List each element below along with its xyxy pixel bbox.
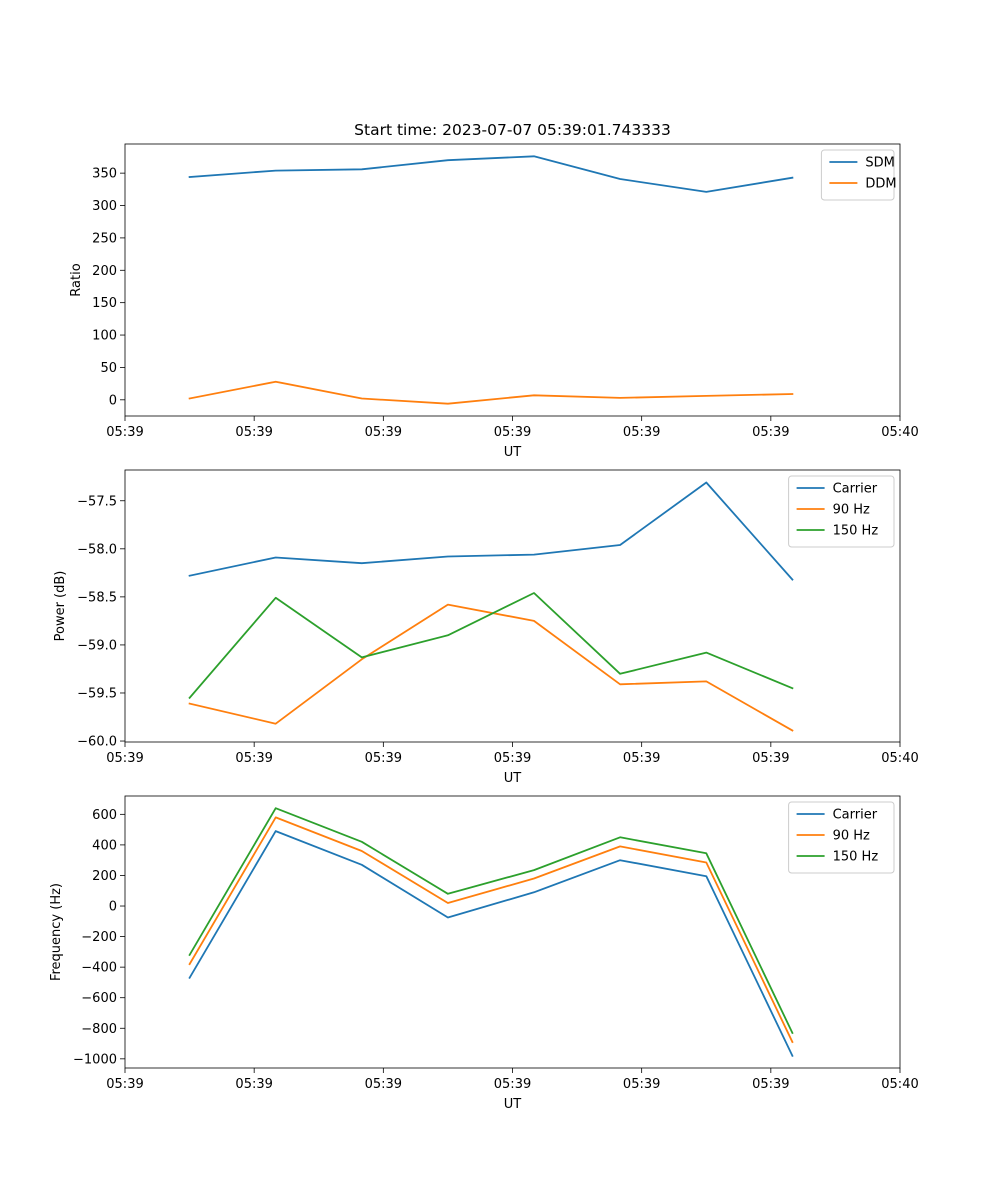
x-tick-label: 05:40	[881, 425, 918, 440]
x-tick-label: 05:39	[235, 425, 272, 440]
y-tick-label: 200	[92, 264, 117, 279]
y-axis-label: Frequency (Hz)	[49, 883, 64, 981]
plot-frame	[124, 143, 901, 417]
chart-panel-2: 05:39 05:39 05:39 05:39 05:39 05:39 05:40 −60.0…	[53, 469, 919, 786]
x-tick-label: 05:39	[752, 751, 789, 766]
x-tick-label: 05:39	[623, 425, 660, 440]
x-tick-label: 05:39	[623, 1077, 660, 1092]
legend-label-carrier: Carrier	[833, 482, 878, 497]
legend-label-carrier: Carrier	[833, 808, 878, 823]
y-tick-label: −59.5	[77, 686, 117, 701]
y-tick-label: −200	[81, 930, 117, 945]
y-tick-label: −58.5	[77, 590, 117, 605]
y-tick-label: 350	[92, 167, 117, 182]
y-tick-label: 250	[92, 231, 117, 246]
y-tick-label: −59.0	[77, 638, 117, 653]
x-tick-label: 05:39	[106, 425, 143, 440]
y-tick-label: −60.0	[77, 735, 117, 750]
x-axis-label: UT	[504, 771, 522, 786]
y-tick-label: 0	[109, 900, 117, 915]
series-line-sdm	[188, 155, 794, 193]
y-tick-label: −400	[81, 961, 117, 976]
y-axis-label: Power (dB)	[53, 571, 68, 642]
y-tick-label: 150	[92, 296, 117, 311]
series-line-ddm	[188, 380, 794, 405]
y-tick-label: 100	[92, 329, 117, 344]
chart-panel-1: Start time: 2023-07-07 05:39:01.74333305…	[69, 121, 919, 460]
legend-label-90-hz: 90 Hz	[833, 503, 870, 518]
y-tick-label: 400	[92, 838, 117, 853]
legend-label-ddm: DDM	[865, 177, 896, 192]
plot-frame	[124, 469, 901, 743]
x-tick-label: 05:39	[752, 1077, 789, 1092]
y-tick-label: 600	[92, 808, 117, 823]
y-tick-label: 50	[100, 361, 117, 376]
x-axis-label: UT	[504, 1097, 522, 1112]
y-tick-label: −58.0	[77, 542, 117, 557]
x-tick-label: 05:39	[106, 1077, 143, 1092]
y-tick-label: 300	[92, 199, 117, 214]
x-tick-label: 05:39	[752, 425, 789, 440]
series-line-150-hz	[188, 592, 794, 700]
legend-label-90-hz: 90 Hz	[833, 829, 870, 844]
series-line-150-hz	[188, 807, 794, 1035]
legend: SDM DDM	[820, 149, 897, 201]
x-tick-label: 05:39	[494, 751, 531, 766]
y-tick-label: 200	[92, 869, 117, 884]
x-tick-label: 05:39	[235, 751, 272, 766]
series-line-carrier	[188, 830, 794, 1058]
legend: Carrier 90 Hz 150 Hz	[788, 475, 895, 548]
y-tick-label: 0	[109, 393, 117, 408]
x-tick-label: 05:39	[623, 751, 660, 766]
legend-label-sdm: SDM	[865, 156, 894, 171]
y-tick-label: −600	[81, 991, 117, 1006]
chart-panel-3: 05:39 05:39 05:39 05:39 05:39 05:39 05:40 −1000…	[49, 795, 919, 1112]
series-line-90-hz	[188, 816, 794, 1044]
x-tick-label: 05:39	[365, 751, 402, 766]
x-tick-label: 05:39	[365, 425, 402, 440]
y-tick-label: −1000	[73, 1052, 117, 1067]
x-tick-label: 05:40	[881, 1077, 918, 1092]
x-tick-label: 05:39	[106, 751, 143, 766]
chart-title: Start time: 2023-07-07 05:39:01.743333	[354, 121, 671, 139]
x-tick-label: 05:39	[365, 1077, 402, 1092]
series-line-carrier	[188, 481, 794, 581]
x-tick-label: 05:39	[494, 425, 531, 440]
x-tick-label: 05:40	[881, 751, 918, 766]
x-tick-label: 05:39	[235, 1077, 272, 1092]
x-axis-label: UT	[504, 445, 522, 460]
legend-label-150-hz: 150 Hz	[833, 524, 879, 539]
legend-label-150-hz: 150 Hz	[833, 850, 879, 865]
y-tick-label: −800	[81, 1022, 117, 1037]
x-tick-label: 05:39	[494, 1077, 531, 1092]
plot-frame	[124, 795, 901, 1069]
y-tick-label: −57.5	[77, 494, 117, 509]
legend: Carrier 90 Hz 150 Hz	[788, 801, 895, 874]
series-line-90-hz	[188, 603, 794, 732]
y-axis-label: Ratio	[69, 263, 84, 296]
